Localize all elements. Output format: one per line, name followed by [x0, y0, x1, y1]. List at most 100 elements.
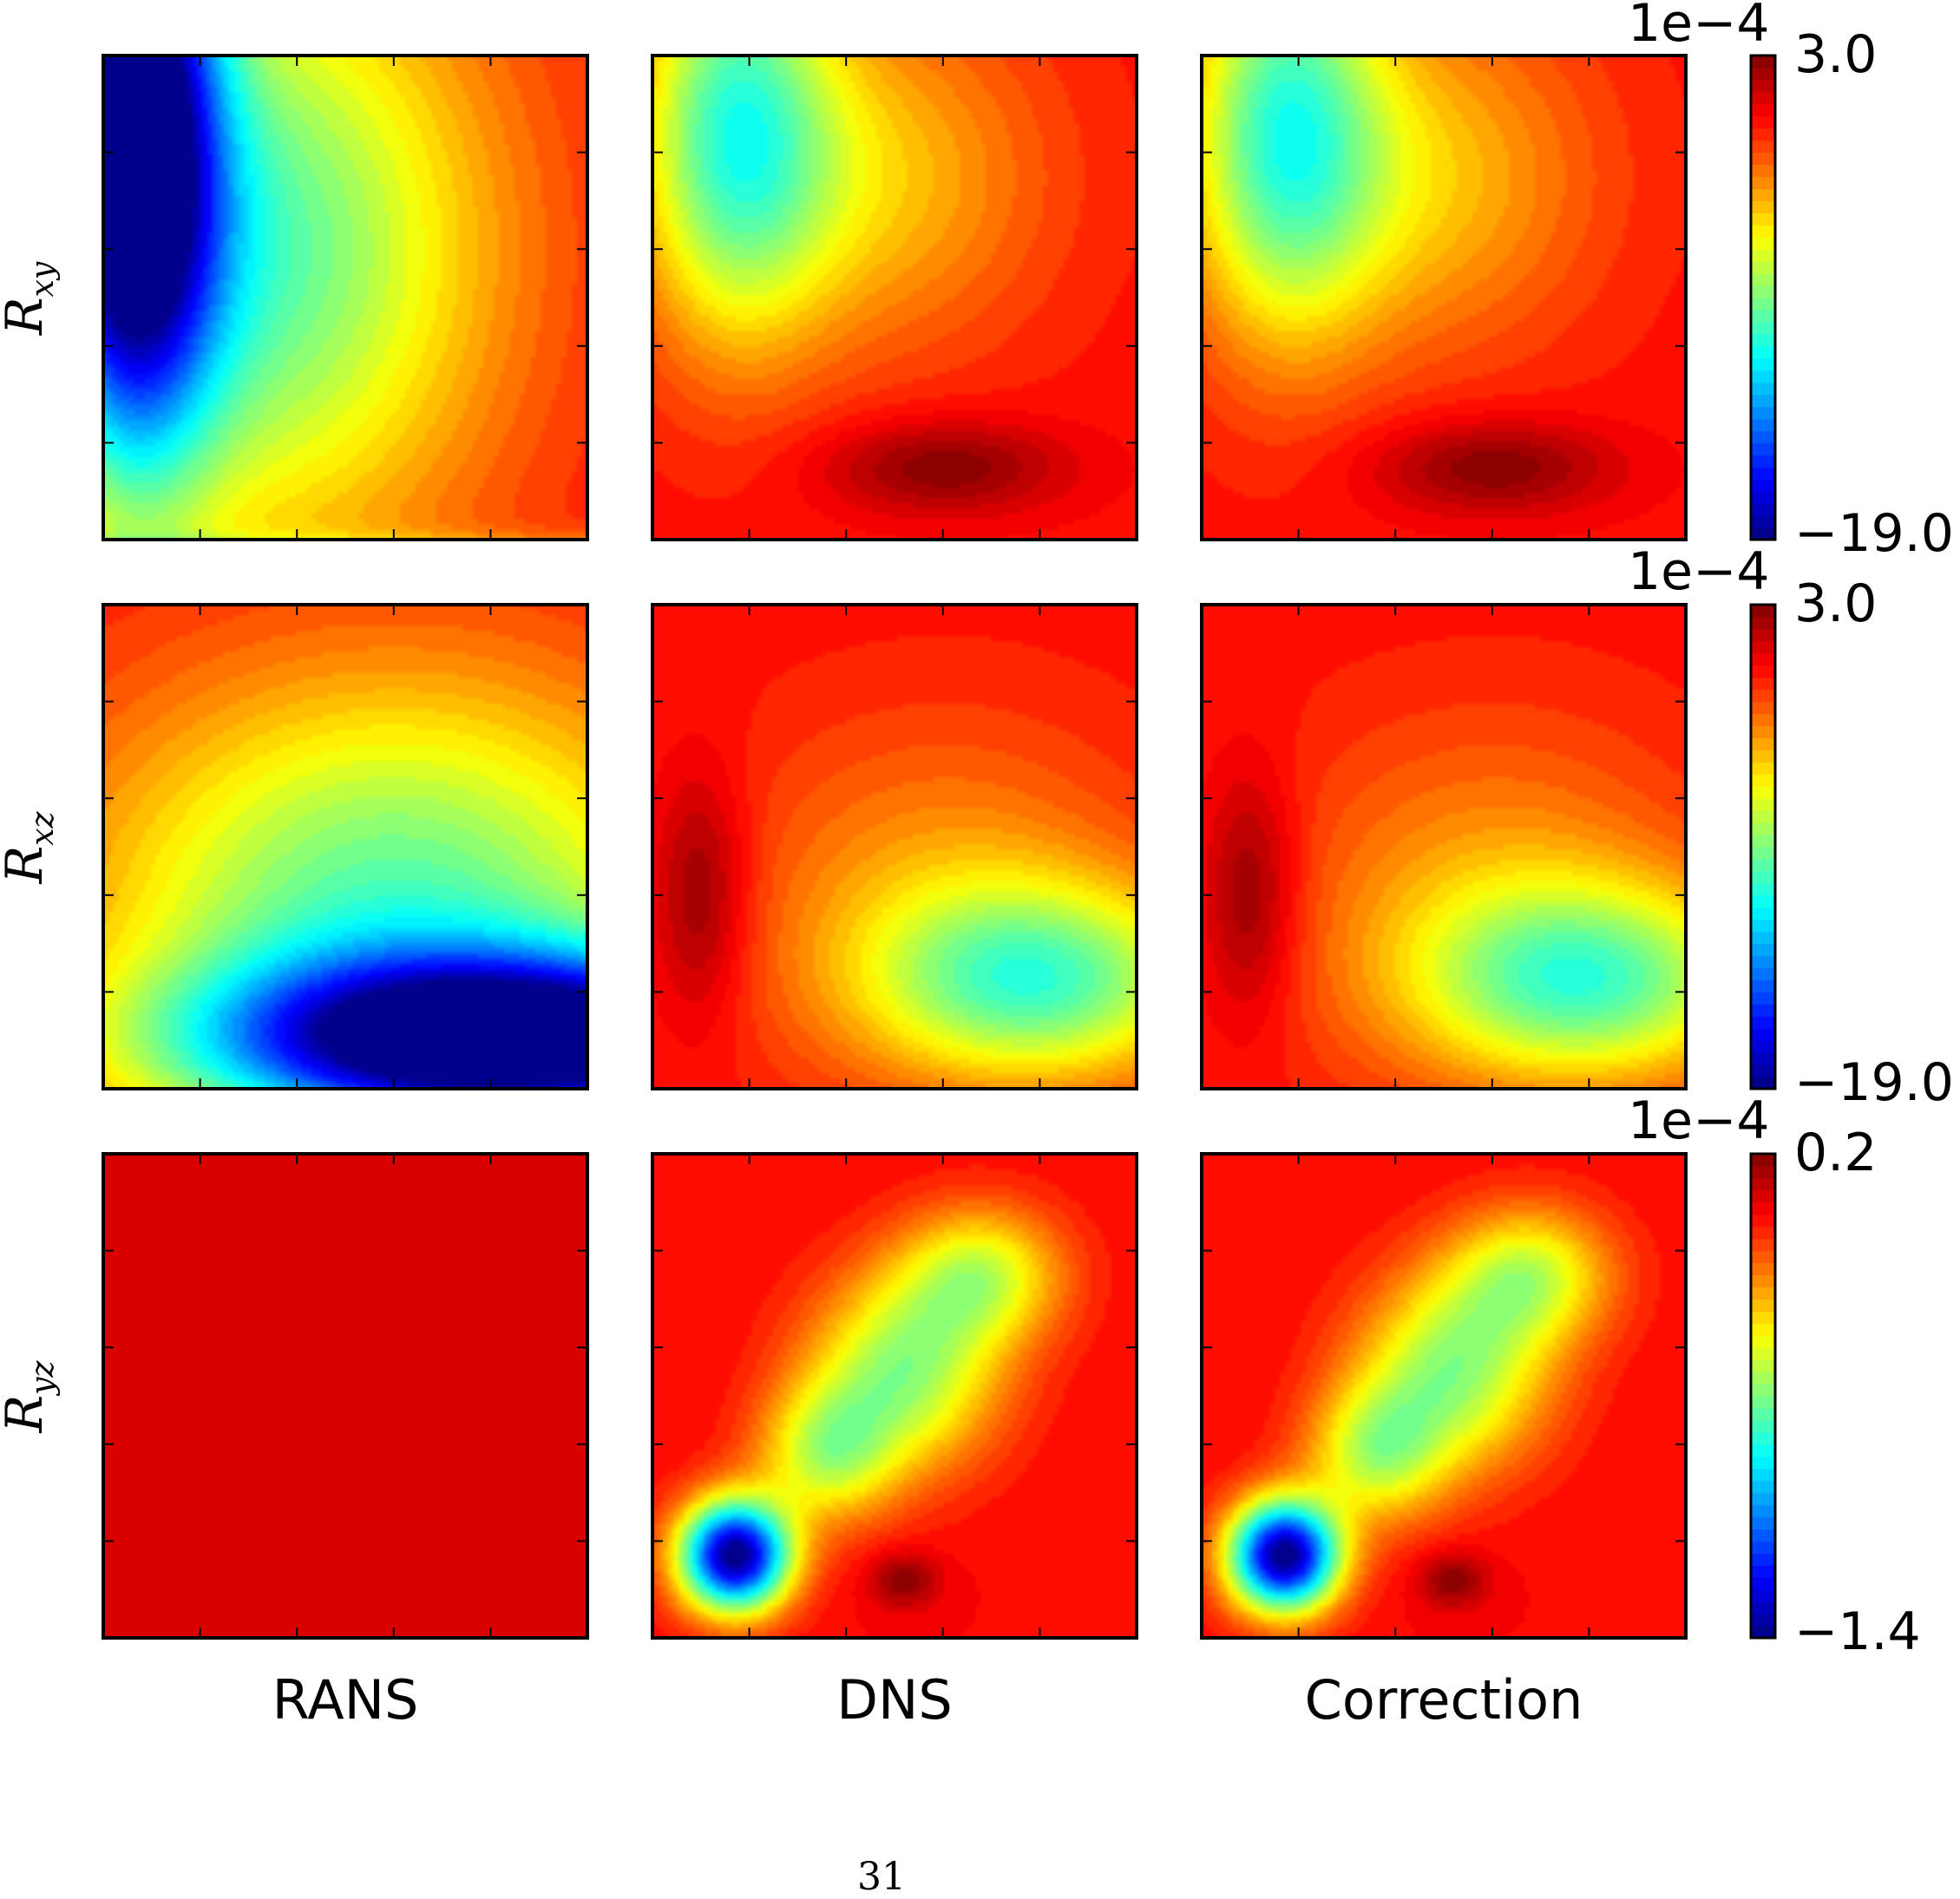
colorbar-segment	[1751, 91, 1775, 105]
colorbar-segment	[1751, 1480, 1775, 1494]
colorbar-segment	[1751, 798, 1775, 811]
colorbar-segment	[1751, 491, 1775, 504]
axes-frame	[1200, 54, 1688, 541]
colorbar-segment	[1751, 870, 1775, 884]
colorbar-min-row3: −1.4	[1794, 1601, 1921, 1662]
colorbar-segment	[1751, 261, 1775, 274]
colorbar-segment	[1751, 689, 1775, 703]
colorbar-segment	[1751, 298, 1775, 311]
colorbar-segment	[1751, 665, 1775, 678]
colorbar-segment	[1751, 1004, 1775, 1017]
row-label-base: R	[0, 845, 55, 884]
colorbar-segment	[1751, 128, 1775, 141]
colorbar-segment	[1751, 677, 1775, 691]
colorbar-segment	[1751, 1016, 1775, 1029]
colorbar-segment	[1751, 1396, 1775, 1409]
colorbar-segment	[1751, 1384, 1775, 1397]
colorbar-segment	[1751, 1028, 1775, 1041]
colorbar-segment	[1751, 713, 1775, 727]
column-label-correction: Correction	[1304, 1668, 1583, 1732]
colorbar-segment	[1751, 992, 1775, 1005]
column-label-rans: RANS	[272, 1668, 419, 1732]
colorbar-segment	[1751, 1214, 1775, 1228]
colorbar-segment	[1751, 1589, 1775, 1602]
colorbar-segment	[1751, 394, 1775, 408]
colorbar-segment	[1751, 882, 1775, 896]
colorbar-segment	[1751, 152, 1775, 166]
colorbar-segment	[1751, 701, 1775, 715]
colorbar-segment	[1751, 1299, 1775, 1312]
row-label-sub: xy	[24, 261, 61, 298]
colorbar-segment	[1751, 1202, 1775, 1215]
colorbar-segment	[1751, 430, 1775, 443]
colorbar-segment	[1751, 382, 1775, 396]
axes-frame	[651, 54, 1138, 541]
colorbar-segment	[1751, 333, 1775, 347]
colorbar-segment	[1751, 370, 1775, 383]
colorbar-segment	[1751, 786, 1775, 799]
colorbar-segment	[1751, 894, 1775, 908]
colorbar-segment	[1751, 140, 1775, 154]
colorbar-segment	[1751, 1311, 1775, 1324]
colorbar-segment	[1751, 467, 1775, 480]
colorbar-segment	[1751, 1359, 1775, 1372]
colorbar-frame	[1749, 1152, 1777, 1640]
colorbar-segment	[1751, 931, 1775, 945]
colorbar-segment	[1751, 774, 1775, 787]
colorbar-segment	[1751, 321, 1775, 335]
row-label-sub: xz	[24, 811, 61, 846]
colorbar-frame	[1749, 603, 1777, 1090]
colorbar-segment	[1751, 762, 1775, 775]
colorbar-segment	[1751, 810, 1775, 823]
axes-frame	[1200, 603, 1688, 1090]
colorbar-max-row3: 0.2	[1794, 1123, 1878, 1183]
colorbar-segment	[1751, 1492, 1775, 1506]
colorbar-min-row2: −19.0	[1794, 1052, 1954, 1113]
row-label-rxz: Rxz	[0, 812, 61, 884]
colorbar-segment	[1751, 56, 1775, 69]
colorbar-segment	[1751, 1287, 1775, 1300]
colorbar-segment	[1751, 1189, 1775, 1203]
colorbar-segment	[1751, 455, 1775, 468]
colorbar-frame	[1749, 54, 1777, 541]
axes-frame	[102, 603, 589, 1090]
heatmap-yz_corr	[1202, 1154, 1686, 1638]
colorbar-segment	[1751, 1601, 1775, 1614]
colorbar-segment	[1751, 1516, 1775, 1530]
colorbar-segment	[1751, 605, 1775, 618]
row-label-sub: yz	[24, 1360, 61, 1395]
colorbar-segment	[1751, 822, 1775, 835]
colorbar-segment	[1751, 1250, 1775, 1264]
axes-frame	[1200, 1152, 1688, 1640]
colorbar-segment	[1751, 1262, 1775, 1276]
colorbar-segment	[1751, 835, 1775, 848]
colorbar-segment	[1751, 1335, 1775, 1348]
heatmap-xz_corr	[1202, 605, 1686, 1089]
colorbar-segment	[1751, 616, 1775, 630]
row-label-ryz: Ryz	[0, 1361, 61, 1433]
colorbar-segment	[1751, 176, 1775, 190]
colorbar-segment	[1751, 103, 1775, 117]
colorbar-segment	[1751, 273, 1775, 286]
colorbar-max-row1: 3.0	[1794, 24, 1878, 85]
colorbar-segment	[1751, 442, 1775, 455]
axes-frame	[651, 603, 1138, 1090]
column-label-dns: DNS	[836, 1668, 953, 1732]
colorbar-segment	[1751, 847, 1775, 860]
colorbar-segment	[1751, 1077, 1775, 1090]
colorbar-segment	[1751, 1553, 1775, 1566]
colorbar-segment	[1751, 309, 1775, 323]
colorbar-segment	[1751, 979, 1775, 992]
colorbar-segment	[1751, 357, 1775, 371]
colorbar-segment	[1751, 1323, 1775, 1336]
colorbar-segment	[1751, 1529, 1775, 1542]
colorbar-segment	[1751, 345, 1775, 359]
colorbar-segment	[1751, 213, 1775, 226]
row-label-base: R	[0, 297, 55, 336]
colorbar-segment	[1751, 1468, 1775, 1482]
colorbar-scale-row2: 1e−4	[1628, 541, 1770, 602]
colorbar-segment	[1751, 200, 1775, 213]
heatmap-xy_dns	[652, 56, 1137, 540]
colorbar-segment	[1751, 858, 1775, 872]
